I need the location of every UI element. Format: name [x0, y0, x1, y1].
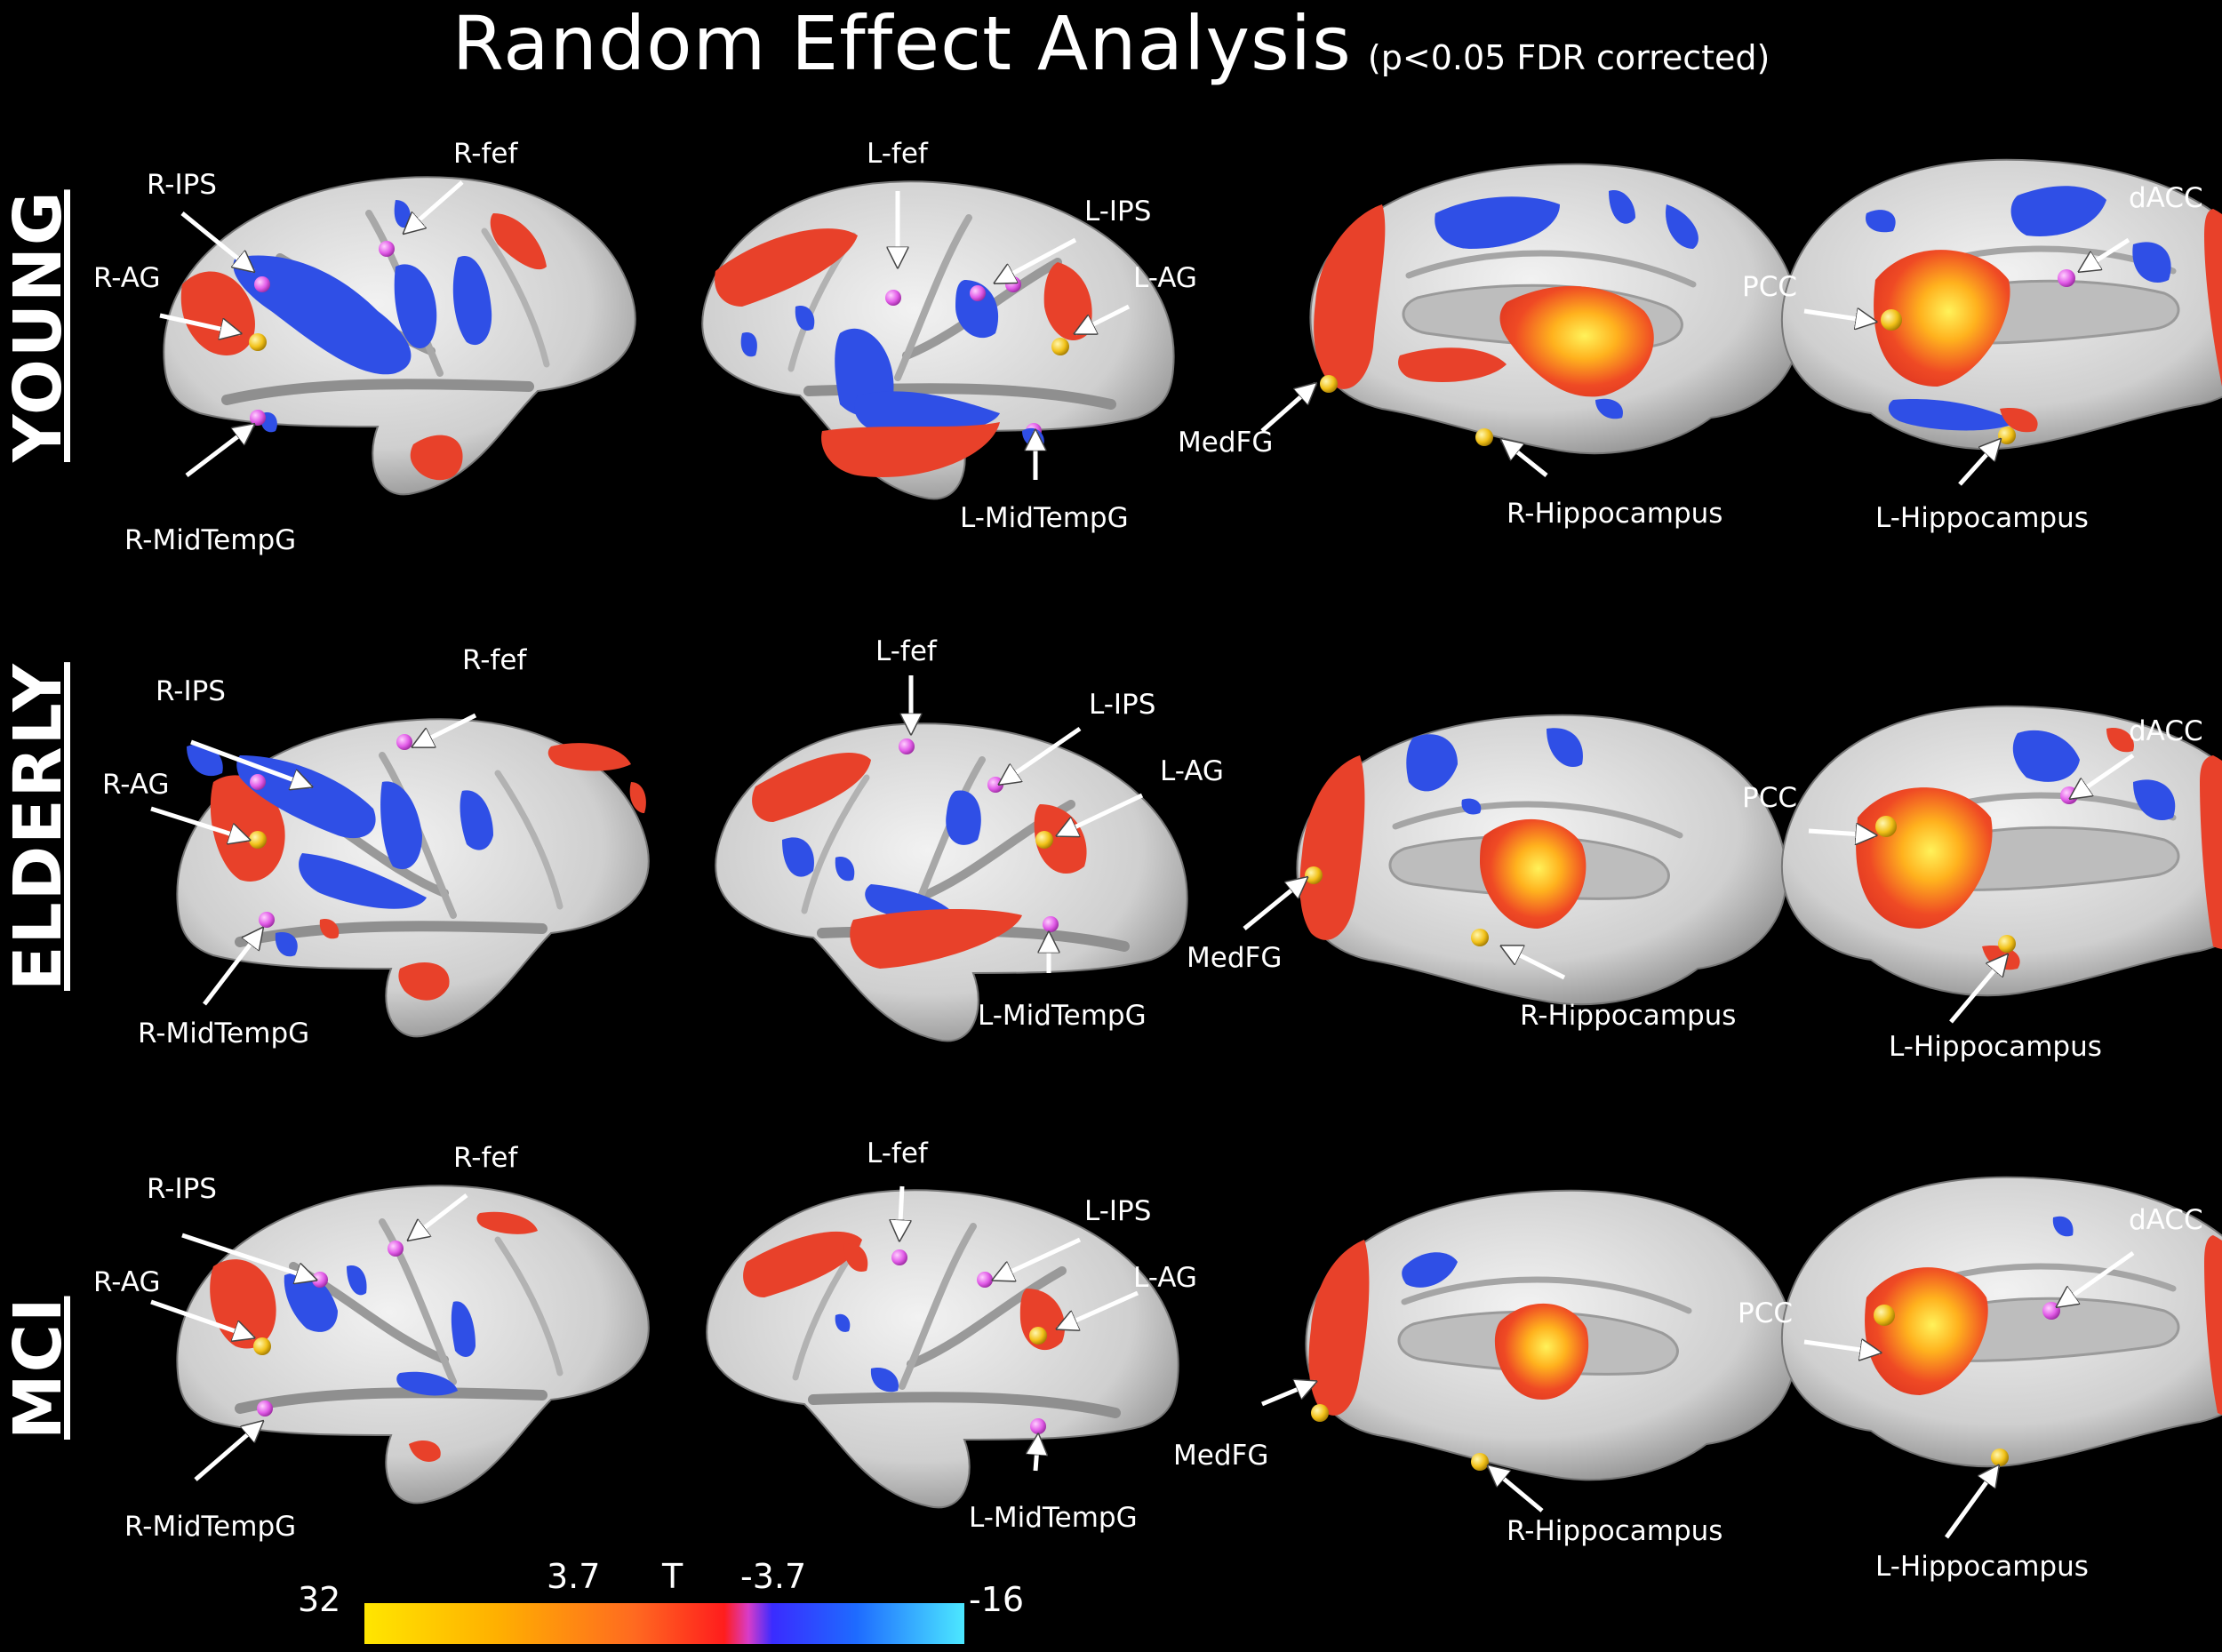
- colorbar-legend: 32 3.7 T -3.7 -16: [0, 1511, 2222, 1652]
- label-r-hippocampus: R-Hippocampus: [1507, 498, 1723, 530]
- label-l-midtempg: L-MidTempG: [960, 502, 1129, 534]
- label-dacc: dACC: [2129, 182, 2203, 214]
- label-l-ips: L-IPS: [1084, 196, 1152, 227]
- label-r-ips: R-IPS: [147, 1173, 217, 1205]
- colorbar-min-label: -16: [969, 1580, 1025, 1619]
- mci-medial-left-brain: [1782, 1177, 2222, 1466]
- label-l-hippocampus: L-Hippocampus: [1889, 1031, 2102, 1063]
- label-l-ips: L-IPS: [1084, 1195, 1152, 1227]
- mci-lateral-right-brain: [177, 1185, 648, 1503]
- label-r-fef: R-fef: [453, 1142, 518, 1174]
- label-r-fef: R-fef: [453, 138, 518, 170]
- label-l-midtempg: L-MidTempG: [978, 1000, 1147, 1032]
- elderly-medial-right-brain: [1297, 715, 1786, 1004]
- colorbar-max-label: 32: [298, 1580, 341, 1619]
- label-r-hippocampus: R-Hippocampus: [1520, 1000, 1737, 1032]
- label-medfg: MedFG: [1178, 427, 1274, 459]
- label-l-hippocampus: L-Hippocampus: [1875, 1551, 2089, 1583]
- label-l-midtempg: L-MidTempG: [969, 1502, 1138, 1534]
- label-r-ips: R-IPS: [147, 169, 217, 201]
- label-r-midtempg: R-MidTempG: [138, 1018, 310, 1049]
- label-pcc: PCC: [1742, 271, 1797, 303]
- colorbar-stat-label: T: [662, 1557, 683, 1596]
- label-l-fef: L-fef: [867, 1137, 928, 1169]
- label-l-fef: L-fef: [867, 138, 928, 170]
- label-r-midtempg: R-MidTempG: [124, 524, 297, 556]
- label-r-midtempg: R-MidTempG: [124, 1511, 297, 1543]
- label-dacc: dACC: [2129, 1204, 2203, 1236]
- colorbar-neg-threshold-label: -3.7: [740, 1557, 807, 1596]
- label-l-ag: L-AG: [1160, 755, 1224, 787]
- label-r-ag: R-AG: [93, 262, 161, 294]
- title-subtitle: (p<0.05 FDR corrected): [1367, 38, 1770, 77]
- annotation-arrows: [150, 180, 2135, 1539]
- elderly-medial-left-brain: [1782, 706, 2222, 995]
- label-pcc: PCC: [1738, 1297, 1793, 1329]
- colorbar-pos-threshold-label: 3.7: [547, 1557, 601, 1596]
- label-r-ag: R-AG: [102, 769, 170, 801]
- label-r-hippocampus: R-Hippocampus: [1507, 1515, 1723, 1547]
- label-r-ips: R-IPS: [156, 675, 226, 707]
- mci-medial-right-brain: [1306, 1191, 1795, 1480]
- young-lateral-left-brain: [702, 181, 1173, 499]
- elderly-lateral-left-brain: [715, 723, 1187, 1041]
- young-medial-left-brain: [1782, 160, 2222, 449]
- label-medfg: MedFG: [1187, 942, 1283, 974]
- label-dacc: dACC: [2129, 715, 2203, 747]
- colorbar-gradient: [364, 1603, 964, 1644]
- label-l-fef: L-fef: [875, 635, 937, 667]
- label-l-ips: L-IPS: [1089, 689, 1156, 721]
- label-l-ag: L-AG: [1133, 262, 1197, 294]
- label-r-fef: R-fef: [462, 644, 527, 676]
- young-lateral-right-brain: [164, 177, 635, 494]
- title-main: Random Effect Analysis: [452, 0, 1352, 87]
- label-medfg: MedFG: [1173, 1440, 1269, 1472]
- label-l-hippocampus: L-Hippocampus: [1875, 502, 2089, 534]
- label-r-ag: R-AG: [93, 1266, 161, 1298]
- figure-title: Random Effect Analysis (p<0.05 FDR correc…: [0, 0, 2222, 98]
- young-medial-right-brain: [1310, 164, 1800, 453]
- mci-lateral-left-brain: [707, 1190, 1178, 1507]
- elderly-lateral-right-brain: [177, 719, 648, 1036]
- label-pcc: PCC: [1742, 782, 1797, 814]
- label-l-ag: L-AG: [1133, 1262, 1197, 1294]
